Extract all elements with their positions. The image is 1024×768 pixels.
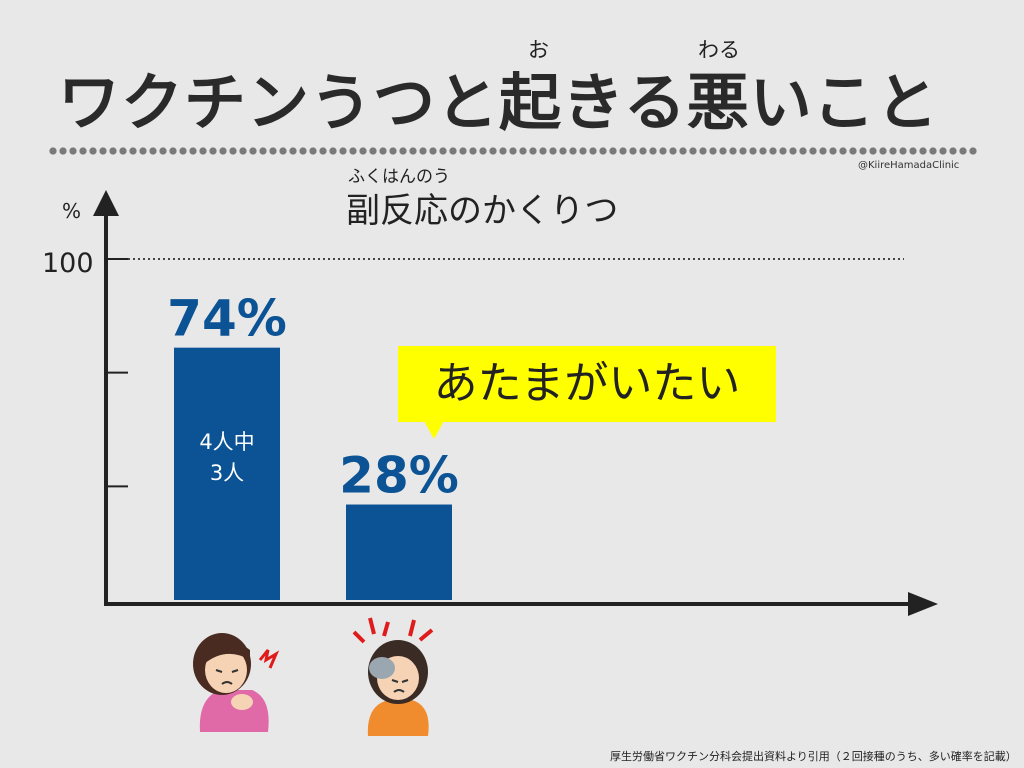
y-tick-label: 100 (42, 248, 94, 279)
y-axis-arrow (93, 190, 119, 216)
bar-1-inner-text: 4人中 3人 (174, 427, 280, 489)
page-title: ワクチンうつと起きる悪いこと (58, 66, 939, 139)
chart-title-ruby: ふくはんのう (348, 167, 450, 187)
y-axis-unit: % (62, 199, 81, 223)
bar-1 (174, 347, 280, 600)
bar-1-inner-line-2: 3人 (209, 461, 245, 485)
credit-text: @KiireHamadaClinic (858, 160, 960, 171)
headache-callout: あたまがいたい (398, 346, 776, 422)
title-ruby-o: お (528, 38, 549, 62)
headache-woman-illustration (352, 617, 434, 736)
bar-2 (346, 504, 452, 600)
x-axis-arrow (908, 592, 938, 616)
title-ruby-waru: わる (698, 38, 740, 62)
shoulder-pain-woman-illustration (193, 633, 280, 732)
callout-pointer (424, 421, 444, 439)
source-citation: 厚生労働省ワクチン分科会提出資料より引用（２回接種のうち、多い確率を記載） (610, 750, 1017, 763)
bar-1-value-label: 74% (167, 290, 287, 348)
bar-1-inner-line-1: 4人中 (199, 430, 255, 454)
dotted-divider (48, 146, 978, 156)
chart-title: 副反応のかくりつ (346, 191, 619, 231)
bar-2-value-label: 28% (339, 447, 459, 505)
